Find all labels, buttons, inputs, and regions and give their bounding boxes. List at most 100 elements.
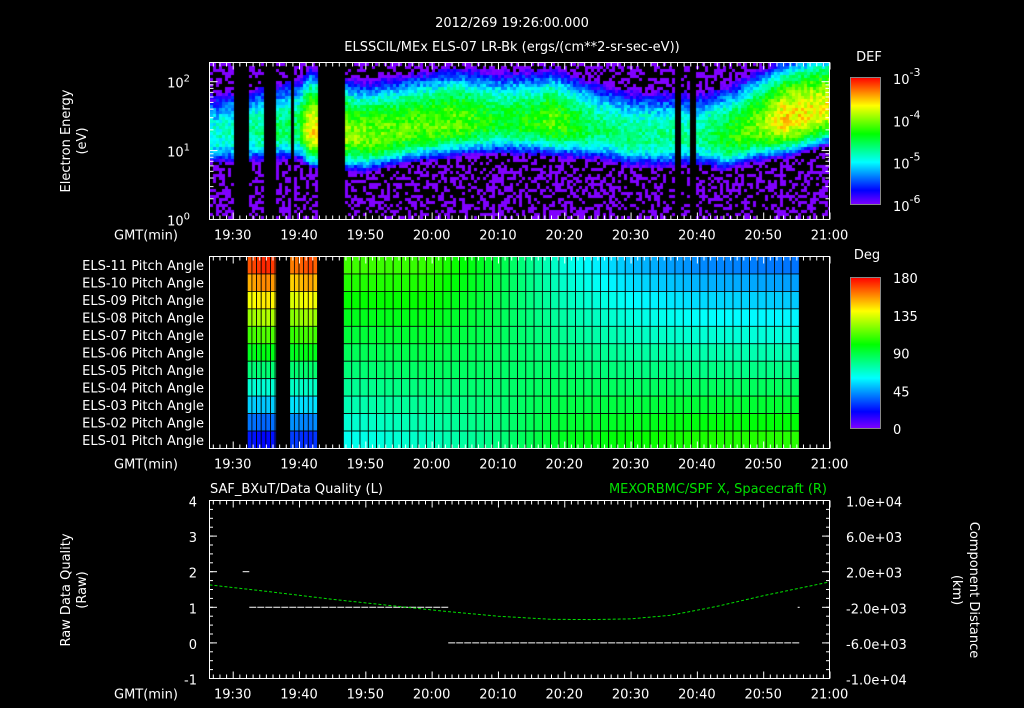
pitch-cell bbox=[583, 325, 593, 345]
colorbar-strip bbox=[850, 420, 880, 422]
pitch-cell bbox=[475, 325, 485, 345]
pitch-cell bbox=[517, 273, 527, 292]
pitch-cell bbox=[724, 273, 734, 292]
pitch-cell bbox=[517, 378, 527, 397]
pitch-cell bbox=[256, 325, 262, 345]
pitch-cell bbox=[732, 343, 742, 362]
colorbar-strip bbox=[850, 398, 880, 400]
pitch-cell bbox=[707, 343, 717, 362]
pitch-cell bbox=[649, 291, 659, 310]
pitch-cell bbox=[270, 360, 276, 380]
pitch-cell bbox=[303, 273, 309, 292]
colorbar-strip bbox=[850, 301, 880, 303]
pitch-cell bbox=[384, 378, 394, 397]
pitch-cell bbox=[317, 378, 319, 397]
pitch-cell bbox=[434, 395, 444, 414]
pitch-cell bbox=[707, 325, 717, 345]
pitch-cell bbox=[483, 378, 494, 397]
pitch-cell bbox=[666, 343, 676, 362]
pitch-cell bbox=[674, 256, 684, 275]
colorbar-strip bbox=[850, 177, 880, 179]
pitch-cell bbox=[740, 343, 750, 362]
pitch-row-label: ELS-11 Pitch Angle bbox=[82, 259, 204, 274]
colorbar-strip bbox=[850, 159, 880, 161]
pitch-cell bbox=[707, 273, 717, 292]
colorbar-strip bbox=[850, 298, 880, 300]
pitch-cell bbox=[566, 395, 576, 414]
colorbar-strip bbox=[850, 391, 880, 393]
colorbar-strip bbox=[850, 332, 880, 334]
pitch-cell bbox=[274, 395, 277, 414]
pitch-cell bbox=[434, 360, 444, 380]
colorbar-strip bbox=[850, 189, 880, 191]
pitch-cell bbox=[459, 360, 469, 380]
colorbar-strip bbox=[850, 83, 880, 85]
colorbar-strip bbox=[850, 95, 880, 97]
pitch-cell bbox=[392, 395, 402, 414]
pitch-cell bbox=[525, 360, 535, 380]
pitch-cell bbox=[541, 343, 552, 362]
colorbar-strip bbox=[850, 359, 880, 361]
pitch-cell bbox=[508, 430, 518, 449]
energy-ylabel: Electron Energy bbox=[59, 89, 74, 192]
pitch-cell bbox=[265, 378, 271, 397]
colorbar-strip bbox=[850, 344, 880, 346]
pitch-cell bbox=[790, 413, 800, 432]
colorbar-strip bbox=[850, 378, 880, 380]
pitch-cell bbox=[682, 343, 692, 362]
pitch-cell bbox=[724, 291, 734, 310]
pitch-cell bbox=[575, 395, 585, 414]
pitch-cell bbox=[757, 413, 767, 432]
pitch-cell bbox=[293, 291, 300, 310]
pitch-row-label: ELS-06 Pitch Angle bbox=[82, 347, 204, 362]
pitch-cell bbox=[500, 413, 510, 432]
pitch-cell bbox=[434, 308, 444, 327]
pitch-cell bbox=[649, 308, 659, 327]
pitch-cell bbox=[649, 343, 659, 362]
pitch-cell bbox=[533, 395, 543, 414]
pitch-cell bbox=[401, 273, 411, 292]
pitch-cell bbox=[732, 413, 742, 432]
pitch-cell bbox=[274, 273, 277, 292]
pitch-cell bbox=[376, 256, 386, 275]
colorbar-strip bbox=[850, 97, 880, 99]
quality-ylabel: Raw Data Quality bbox=[59, 533, 74, 646]
colorbar-strip bbox=[850, 331, 880, 333]
colorbar-strip bbox=[850, 130, 880, 132]
pitch-row-label: ELS-10 Pitch Angle bbox=[82, 277, 204, 292]
colorbar-strip bbox=[850, 393, 880, 395]
pitch-cell bbox=[274, 360, 277, 380]
pitch-cell bbox=[749, 395, 759, 414]
pitch-cell bbox=[260, 256, 267, 275]
colorbar-strip bbox=[850, 193, 880, 195]
pitch-cell bbox=[265, 308, 271, 327]
pitch-cell bbox=[351, 291, 361, 310]
pitch-cell bbox=[666, 291, 676, 310]
pitch-cell bbox=[307, 325, 314, 345]
pitch-cell bbox=[434, 378, 444, 397]
pitch-cell bbox=[608, 395, 618, 414]
pitch-cell bbox=[270, 413, 276, 432]
colorbar-strip bbox=[850, 295, 880, 297]
pitch-cell bbox=[558, 413, 568, 432]
pitch-cell bbox=[732, 308, 742, 327]
pitch-cell bbox=[359, 430, 369, 449]
colorbar-strip bbox=[850, 143, 880, 145]
colorbar-strip bbox=[850, 111, 880, 113]
colorbar-strip bbox=[850, 102, 880, 104]
pitch-cell bbox=[475, 430, 485, 449]
pitch-cell bbox=[298, 308, 305, 327]
pitch-cell bbox=[541, 413, 552, 432]
pitch-cell bbox=[699, 308, 709, 327]
pitch-cell bbox=[633, 273, 643, 292]
pitch-cell bbox=[492, 256, 502, 275]
pitch-cell bbox=[251, 378, 257, 397]
pitch-cell bbox=[270, 378, 276, 397]
pitch-cell bbox=[716, 325, 726, 345]
pitch-cell bbox=[724, 360, 734, 380]
pitch-cell bbox=[425, 360, 436, 380]
pitch-cell bbox=[633, 325, 643, 345]
pitch-cell bbox=[624, 343, 634, 362]
pitch-cell bbox=[508, 378, 518, 397]
colorbar-tick-label: 10-3 bbox=[893, 66, 921, 88]
